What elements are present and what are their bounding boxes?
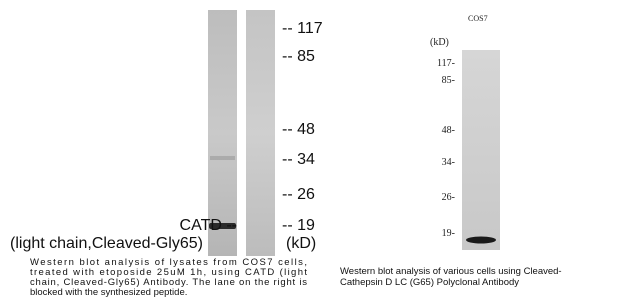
right-caption: Western blot analysis of various cells u… [340, 266, 562, 288]
marker: 85- [442, 75, 455, 86]
marker: -- 48 [282, 121, 315, 138]
caption-line: Western blot analysis of various cells u… [340, 266, 562, 277]
caption-line: blocked with the synthesized peptide. [30, 287, 187, 298]
left-markers: -- 117 -- 85 -- 48 -- 34 -- 26 -- 19 (kD… [10, 20, 323, 252]
caption-line: Cathepsin D LC (G65) Polyclonal Antibody [340, 277, 519, 288]
band [466, 237, 496, 244]
blot-lane [246, 10, 275, 256]
marker: 117- [437, 58, 455, 69]
faint-band [210, 156, 235, 160]
marker: 48- [442, 125, 455, 136]
marker: 26- [442, 192, 455, 203]
figure: -- 117 -- 85 -- 48 -- 34 -- 26 -- 19 (kD… [0, 0, 620, 300]
band-label: CATD -- [180, 217, 237, 234]
lane-label: COS7 [468, 14, 488, 23]
marker: -- 117 [282, 20, 323, 37]
marker: -- 34 [282, 151, 315, 168]
marker: -- 85 [282, 48, 315, 65]
marker: -- 26 [282, 186, 315, 203]
blot-lane [462, 50, 500, 250]
marker: 19- [442, 228, 455, 239]
unit: (kD) [430, 37, 449, 48]
marker: -- 19 [282, 217, 315, 234]
marker: 34- [442, 157, 455, 168]
left-caption: Western blot analysis of lysates from CO… [30, 257, 307, 298]
unit: (kD) [286, 235, 316, 252]
band-label-sub: (light chain,Cleaved-Gly65) [10, 235, 203, 252]
